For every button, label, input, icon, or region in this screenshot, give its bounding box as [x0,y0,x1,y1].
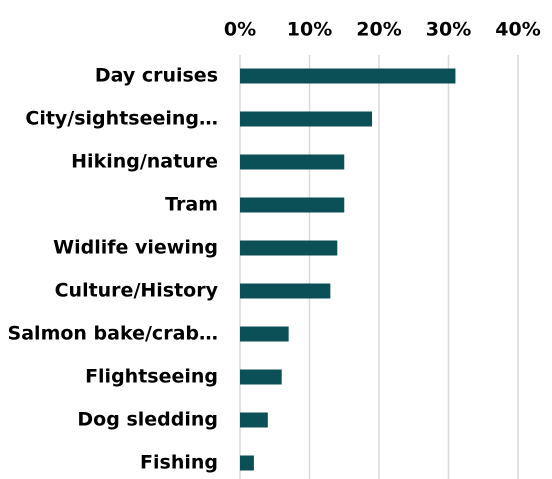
y-tick-label: Day cruises [95,65,218,87]
bar [240,326,289,342]
y-tick-label: Hiking/nature [71,151,218,173]
bar [240,283,331,299]
x-tick-label: 10% [287,19,332,41]
bar [240,154,345,170]
y-tick-label: Widlife viewing [53,237,218,259]
y-tick-label: Dog sledding [77,409,218,431]
y-tick-label: Culture/History [55,280,219,302]
y-tick-label: Fishing [140,452,218,474]
x-tick-label: 0% [224,19,256,41]
bar [240,240,338,256]
bar [240,455,254,471]
x-tick-label: 20% [356,19,401,41]
x-tick-label: 40% [495,19,540,41]
bar [240,111,373,127]
y-tick-label: Flightseeing [85,366,218,388]
y-tick-label: Tram [165,194,218,216]
bar [240,412,268,428]
y-tick-label: Salmon bake/crab… [8,323,218,345]
bar [240,197,345,213]
y-tick-label: City/sightseeing… [25,108,218,130]
x-tick-label: 30% [426,19,471,41]
bar [240,369,282,385]
bar [240,68,456,84]
